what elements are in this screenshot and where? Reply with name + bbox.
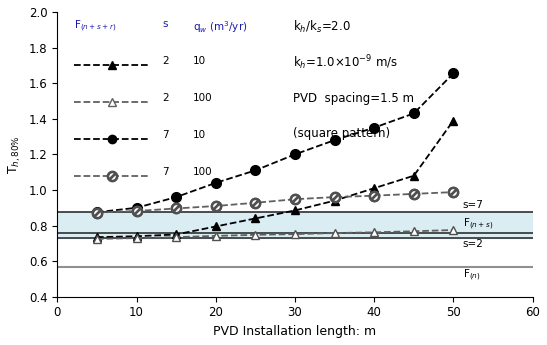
Text: k$_h$=1.0×10$^{-9}$ m/s: k$_h$=1.0×10$^{-9}$ m/s xyxy=(293,53,398,72)
Text: 100: 100 xyxy=(193,93,212,103)
Text: 7: 7 xyxy=(162,130,168,140)
Text: s: s xyxy=(162,19,167,29)
Text: s=2: s=2 xyxy=(463,239,484,249)
Text: 2: 2 xyxy=(162,93,168,103)
Text: q$_w$ (m$^3$/yr): q$_w$ (m$^3$/yr) xyxy=(193,19,247,35)
Text: k$_h$/k$_s$=2.0: k$_h$/k$_s$=2.0 xyxy=(293,19,350,35)
Text: F$_{(n+s+r)}$: F$_{(n+s+r)}$ xyxy=(74,19,117,34)
Text: 2: 2 xyxy=(162,56,168,66)
Text: 10: 10 xyxy=(193,130,206,140)
Text: (square pattern): (square pattern) xyxy=(293,127,390,140)
Bar xyxy=(57,212,533,238)
Text: PVD  spacing=1.5 m: PVD spacing=1.5 m xyxy=(293,92,414,105)
Text: 100: 100 xyxy=(193,167,212,177)
Text: 7: 7 xyxy=(162,167,168,177)
Text: F$_{(n)}$: F$_{(n)}$ xyxy=(463,268,481,283)
Text: s=7: s=7 xyxy=(463,200,484,210)
Y-axis label: T$_{h,80\%}$: T$_{h,80\%}$ xyxy=(7,135,24,174)
X-axis label: PVD Installation length: m: PVD Installation length: m xyxy=(213,325,376,338)
Text: 10: 10 xyxy=(193,56,206,66)
Text: F$_{(n+s)}$: F$_{(n+s)}$ xyxy=(463,217,493,232)
